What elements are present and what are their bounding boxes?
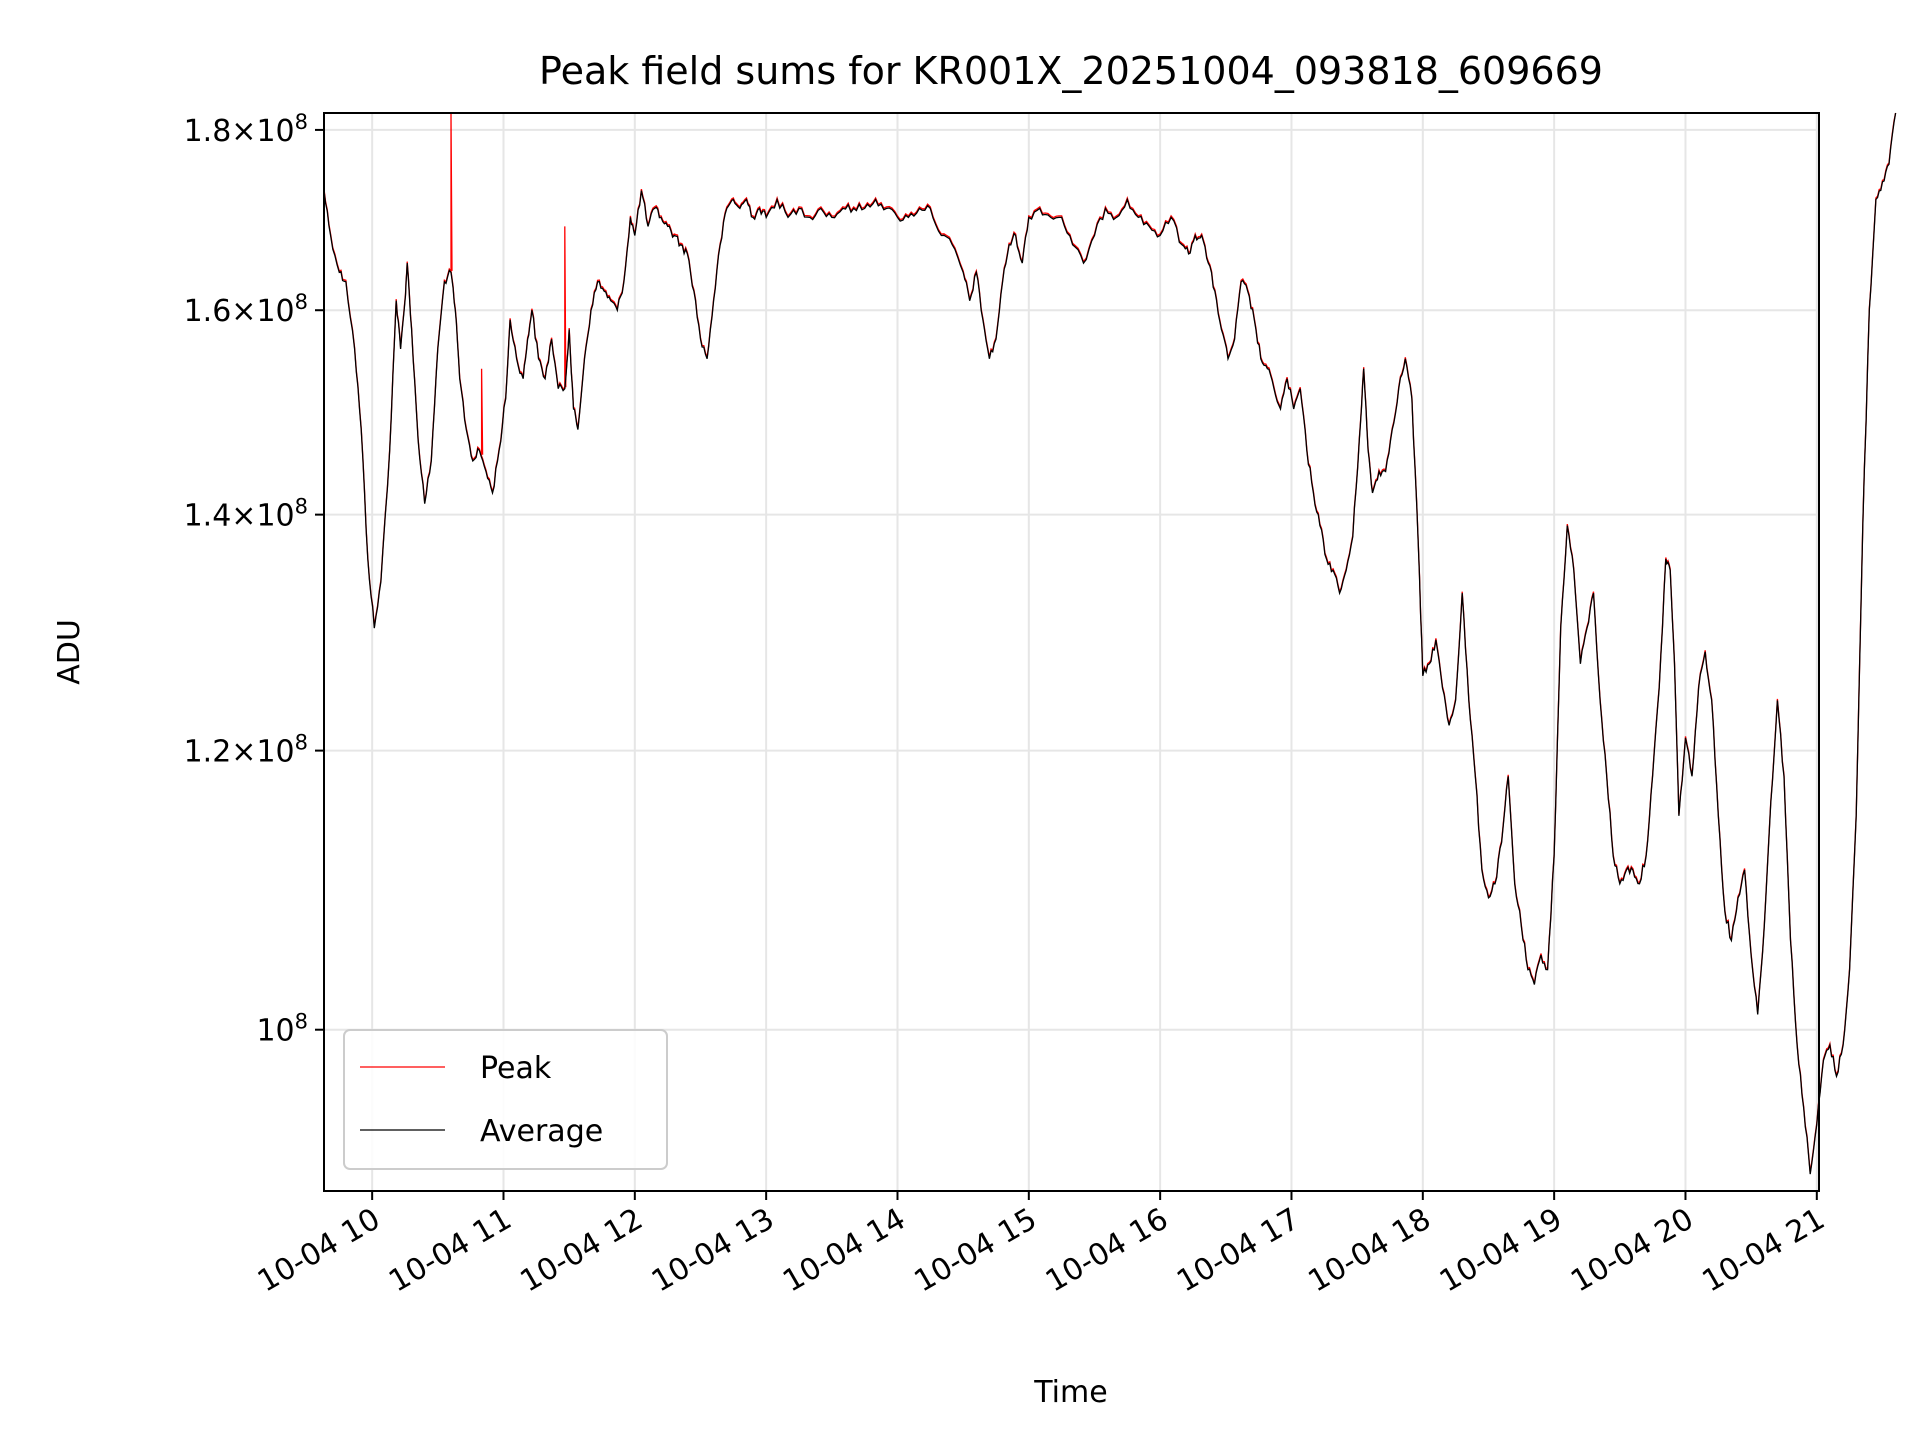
legend-box bbox=[343, 1029, 668, 1170]
y-tick-label: 1.6×108 bbox=[184, 290, 308, 329]
y-tick-label: 1.8×108 bbox=[184, 110, 308, 149]
y-tick-label: 1.2×108 bbox=[184, 731, 308, 770]
average-series-line bbox=[323, 112, 1897, 1175]
plot-frame bbox=[323, 112, 1820, 1192]
y-tick-label: 1.4×108 bbox=[184, 495, 308, 534]
x-axis-label: Time bbox=[1033, 1375, 1107, 1410]
chart-title: Peak field sums for KR001X_20251004_0938… bbox=[539, 49, 1603, 93]
legend: Peak Average bbox=[343, 1029, 668, 1170]
legend-average-label: Average bbox=[480, 1114, 603, 1149]
legend-peak-label: Peak bbox=[480, 1051, 552, 1086]
y-axis-label: ADU bbox=[52, 619, 87, 685]
y-tick-label: 108 bbox=[256, 1010, 308, 1049]
grid bbox=[324, 113, 1819, 1191]
